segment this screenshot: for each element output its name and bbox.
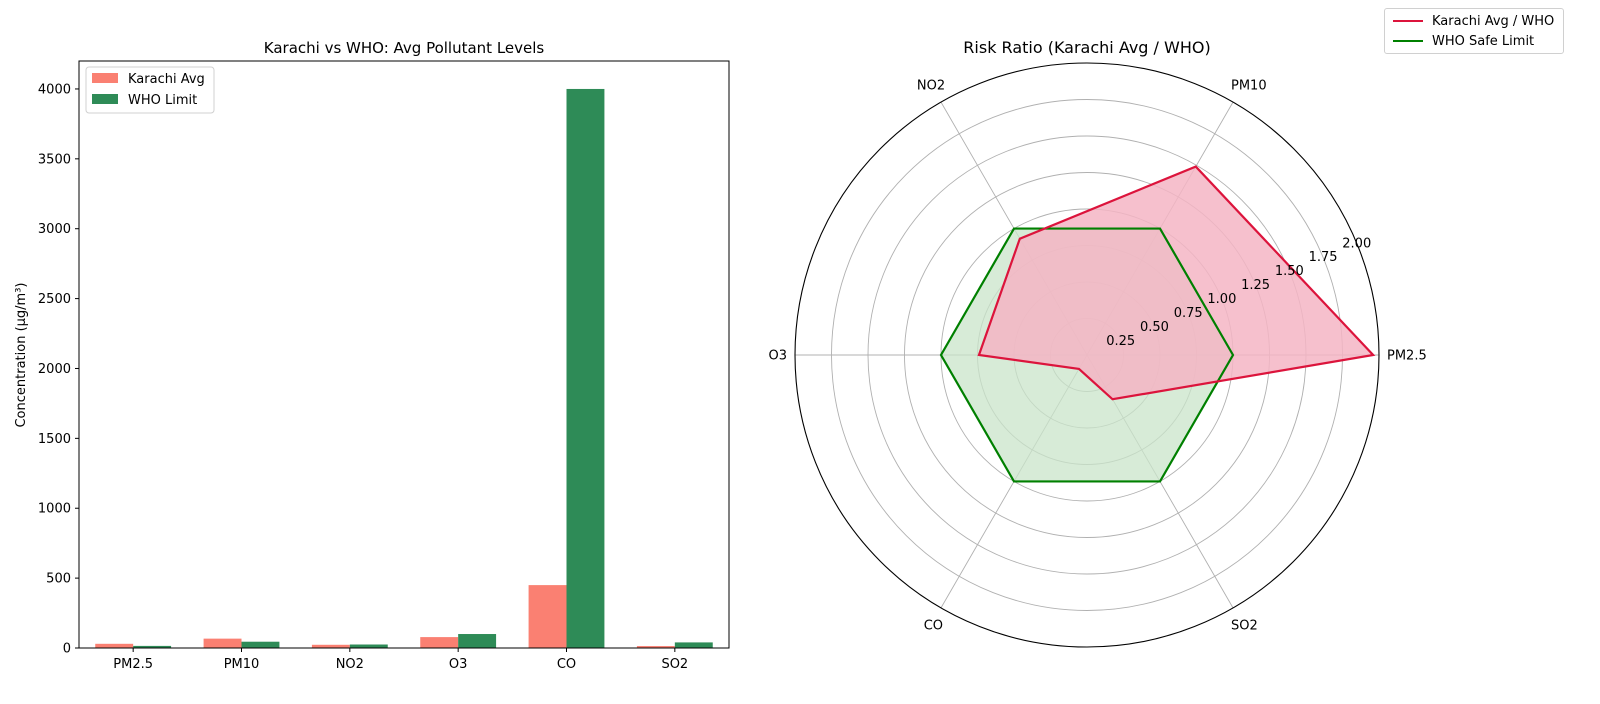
bar-who-no2: [349, 644, 388, 648]
bar-y-tick-label: 500: [46, 572, 71, 587]
bar-x-axis: PM2.5 PM10 NO2 O3 CO SO2: [113, 648, 688, 672]
bar-y-axis-label: Concentration (µg/m³): [14, 282, 29, 427]
bar-legend-swatch-who: [92, 94, 118, 104]
bar-x-tick-label: CO: [557, 657, 576, 672]
bar-karachi-co: [528, 585, 567, 648]
bar-legend: Karachi Avg WHO Limit: [85, 66, 215, 114]
radar-r-tick-label: 0.75: [1174, 306, 1203, 321]
radar-r-tick-label: 0.50: [1140, 320, 1169, 335]
bar-who-pm10: [241, 641, 280, 648]
bar-x-tick-label: SO2: [661, 657, 688, 672]
radar-angle-axis: PM2.5 PM10 NO2 O3 CO SO2: [768, 78, 1426, 633]
radar-chart-title: Risk Ratio (Karachi Avg / WHO): [963, 38, 1210, 57]
bar-karachi-no2: [311, 644, 350, 648]
bar-y-tick-label: 0: [63, 642, 71, 657]
radar-r-tick-label: 0.25: [1106, 334, 1135, 349]
radar-legend-swatch-karachi: [1393, 20, 1423, 22]
bar-y-tick-label: 3000: [38, 222, 71, 237]
radar-legend-swatch-who: [1393, 40, 1423, 42]
radar-legend-item-karachi: Karachi Avg / WHO: [1393, 11, 1554, 31]
bar-who-pm25: [133, 645, 172, 648]
radar-category-label: PM10: [1231, 78, 1267, 93]
radar-r-axis: 0.25 0.50 0.75 1.00 1.25 1.50 1.75 2.00: [1106, 236, 1371, 349]
bar-legend-swatch-karachi: [92, 73, 118, 83]
bar-karachi-so2: [636, 646, 675, 648]
bar-y-tick-label: 1500: [38, 432, 71, 447]
bar-who-so2: [674, 642, 713, 648]
bar-y-tick-label: 2500: [38, 292, 71, 307]
radar-category-label: SO2: [1231, 619, 1258, 634]
radar-legend-item-who: WHO Safe Limit: [1393, 31, 1534, 51]
bar-y-tick-label: 3500: [38, 152, 71, 167]
radar-category-label: O3: [768, 349, 787, 364]
bar-karachi-o3: [420, 637, 459, 648]
bar-y-tick-label: 2000: [38, 362, 71, 377]
bar-series: [95, 88, 713, 648]
bar-x-tick-label: PM10: [224, 657, 260, 672]
radar-chart: Risk Ratio (Karachi Avg / WHO) 0.250.500…: [768, 38, 1427, 648]
bar-legend-label-karachi: Karachi Avg: [128, 72, 205, 87]
bar-chart-title: Karachi vs WHO: Avg Pollutant Levels: [264, 39, 545, 57]
radar-legend-label-who: WHO Safe Limit: [1432, 33, 1535, 49]
bar-legend-label-who: WHO Limit: [128, 93, 197, 108]
radar-r-tick-label: 1.75: [1309, 250, 1338, 265]
bar-karachi-pm25: [95, 643, 134, 648]
bar-chart: Karachi vs WHO: Avg Pollutant Levels 0 50…: [14, 39, 730, 672]
radar-r-tick-label: 1.50: [1275, 264, 1304, 279]
bar-y-tick-label: 1000: [38, 502, 71, 517]
bar-x-tick-label: O3: [449, 657, 468, 672]
radar-category-label: PM2.5: [1387, 349, 1427, 364]
radar-r-tick-label: 1.00: [1207, 292, 1236, 307]
radar-series: [939, 165, 1376, 483]
radar-category-label: CO: [924, 619, 943, 634]
radar-legend-label-karachi: Karachi Avg / WHO: [1432, 13, 1555, 29]
bar-plot-frame: [78, 60, 730, 649]
radar-legend: Karachi Avg / WHO WHO Safe Limit: [1384, 8, 1564, 54]
bar-karachi-pm10: [203, 638, 242, 648]
radar-line-karachi: [977, 165, 1376, 401]
bar-x-tick-label: NO2: [336, 657, 364, 672]
bar-who-co: [566, 88, 605, 648]
bar-y-axis: 0 500 1000 1500 2000 2500 3000 3500 4000: [38, 82, 79, 657]
bar-who-o3: [458, 634, 497, 648]
radar-category-label: NO2: [917, 78, 945, 93]
bar-y-tick-label: 4000: [38, 82, 71, 97]
radar-area-karachi: [978, 166, 1374, 400]
radar-line-who: [939, 227, 1235, 483]
bar-x-tick-label: PM2.5: [113, 657, 153, 672]
radar-r-tick-label: 1.25: [1241, 278, 1270, 293]
radar-outer-frame: [794, 62, 1380, 648]
radar-r-tick-label: 2.00: [1342, 236, 1371, 251]
